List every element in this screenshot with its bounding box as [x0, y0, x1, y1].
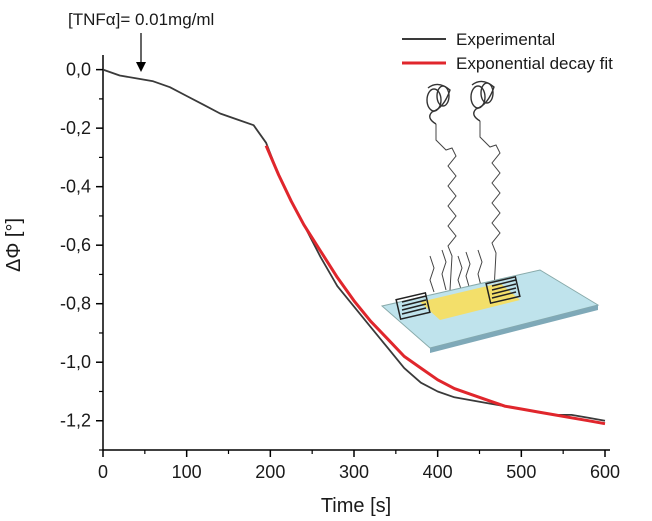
y-tick-label: -1,0 — [60, 352, 91, 372]
series-layer — [102, 68, 606, 426]
annotation-arrowhead — [136, 62, 146, 72]
y-axis-title: ΔΦ [°] — [3, 218, 25, 272]
y-tick-label: -0,8 — [60, 294, 91, 314]
legend: Experimental Exponential decay fit — [402, 30, 613, 73]
x-tick-label: 500 — [506, 462, 536, 482]
ticks-layer: 0 100 200 300 400 500 600 0,0 -0,2 -0,4 -0,6 -0,8 -1… — [60, 60, 620, 482]
linker-chains — [429, 121, 501, 293]
aptamer-coil-right — [470, 80, 495, 122]
series-exponential-fit — [264, 145, 606, 426]
aptamer-coil-left — [426, 83, 451, 125]
x-tick-label: 300 — [339, 462, 369, 482]
chip-edge — [430, 305, 598, 353]
series-experimental — [102, 68, 606, 422]
x-tick-label: 100 — [172, 462, 202, 482]
sensor-chip-illustration — [380, 80, 600, 353]
electrode-left — [395, 291, 431, 321]
x-tick-label: 200 — [255, 462, 285, 482]
x-tick-label: 0 — [98, 462, 108, 482]
gold-electrode-area — [420, 283, 520, 320]
concentration-annotation: [TNFα]= 0.01mg/ml — [68, 10, 214, 29]
y-tick-label: -0,4 — [60, 177, 91, 197]
electrode-right — [485, 275, 521, 305]
legend-label-fit: Exponential decay fit — [456, 54, 613, 73]
y-tick-label: -0,6 — [60, 235, 91, 255]
legend-label-experimental: Experimental — [456, 30, 555, 49]
x-axis-title: Time [s] — [321, 495, 391, 517]
y-tick-label: -1,2 — [60, 411, 91, 431]
y-tick-label: -0,2 — [60, 118, 91, 138]
x-tick-label: 400 — [423, 462, 453, 482]
y-tick-label: 0,0 — [66, 60, 91, 80]
x-tick-label: 600 — [590, 462, 620, 482]
